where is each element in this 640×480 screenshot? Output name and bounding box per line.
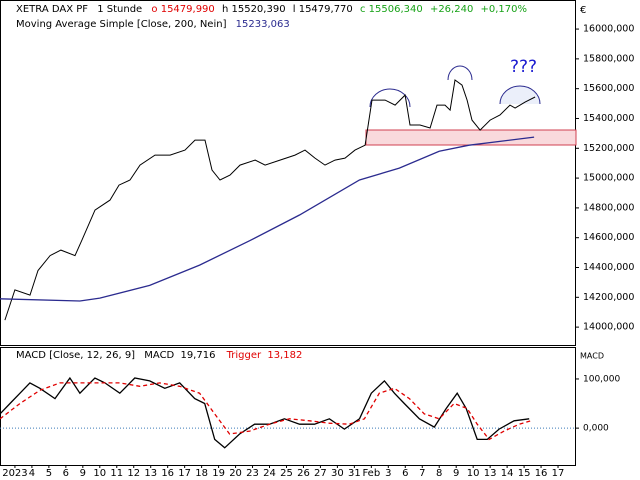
trigger-name: Trigger (226, 350, 262, 361)
y-tick-label: 15800,000 (583, 53, 634, 64)
x-tick-label: 3 (385, 468, 391, 479)
x-tick-label: 17 (552, 468, 565, 479)
symbol: XETRA DAX PF (16, 4, 88, 15)
x-tick-label: 7 (419, 468, 425, 479)
x-tick-label: 17 (178, 468, 191, 479)
high: h 15520,390 (222, 4, 286, 15)
x-tick-label: 15 (518, 468, 531, 479)
x-tick-label: 30 (331, 468, 344, 479)
x-tick-label: 27 (314, 468, 327, 479)
macd-frame (0, 347, 576, 466)
y-tick-label: 15400,000 (583, 113, 634, 124)
macd-value: 19,716 (180, 350, 215, 361)
y-tick-label: 14400,000 (583, 262, 634, 273)
series-line (0, 376, 530, 449)
y-tick-label: 14600,000 (583, 232, 634, 243)
y-tick-label: 15600,000 (583, 83, 634, 94)
x-tick-label: 23 (246, 468, 259, 479)
y-tick-label: 14800,000 (583, 202, 634, 213)
x-tick-label: 31 (348, 468, 361, 479)
macd-title: MACD [Close, 12, 26, 9] (16, 350, 135, 361)
open: o 15479,990 (151, 4, 214, 15)
x-tick-label: 25 (280, 468, 293, 479)
x-tick-label: 10 (93, 468, 106, 479)
series-line (0, 382, 532, 441)
axis-unit: MACD (580, 352, 604, 361)
y-tick-label: 14000,000 (583, 322, 634, 333)
x-tick-label: 13 (484, 468, 497, 479)
support-zone (365, 129, 577, 146)
x-tick-label: 4 (29, 468, 35, 479)
macd-name: MACD (144, 350, 174, 361)
x-tick-label: 10 (467, 468, 480, 479)
x-tick-label: 12 (127, 468, 140, 479)
x-tick-label: 26 (297, 468, 310, 479)
change: +26,240 (430, 4, 473, 15)
x-tick-label: Feb (362, 468, 380, 479)
x-tick-label: 19 (212, 468, 225, 479)
series-line (0, 136, 535, 302)
annotation: ??? (510, 57, 537, 77)
x-tick-label: 6 (63, 468, 69, 479)
macd-legend: MACD [Close, 12, 26, 9] MACD 19,716 Trig… (16, 350, 302, 361)
y-tick-label: 15000,000 (583, 173, 634, 184)
header: XETRA DAX PF 1 Stunde o 15479,990 h 1552… (16, 4, 527, 15)
x-tick-label: 13 (144, 468, 157, 479)
x-tick-label: 6 (402, 468, 408, 479)
y-tick-label: 16000,000 (583, 24, 634, 35)
y-tick-label: 0,000 (583, 424, 609, 434)
x-tick-label: 9 (453, 468, 459, 479)
x-tick-label: 18 (195, 468, 208, 479)
head-arc (447, 65, 473, 81)
ma-legend: Moving Average Simple [Close, 200, Nein]… (16, 19, 290, 30)
ma-name: Moving Average Simple [Close, 200, Nein] (16, 19, 227, 30)
x-tick-label: 16 (161, 468, 174, 479)
ma-value: 15233,063 (236, 19, 290, 30)
y-tick-label: 15200,000 (583, 143, 634, 154)
x-tick-label: 20 (229, 468, 242, 479)
y-tick-label: 14200,000 (583, 292, 634, 303)
change-percent: +0,170% (481, 4, 528, 15)
x-tick-label: 8 (436, 468, 442, 479)
interval: 1 Stunde (97, 4, 142, 15)
close: c 15506,340 (360, 4, 423, 15)
trigger-value: 13,182 (267, 350, 302, 361)
price-frame (0, 0, 576, 346)
y-tick-label: 100,000 (583, 374, 620, 384)
x-tick-label: 5 (46, 468, 52, 479)
x-tick-label: 2023 (2, 468, 27, 479)
series-line (4, 79, 536, 321)
axis-unit: € (580, 5, 586, 16)
x-tick-label: 24 (263, 468, 276, 479)
x-tick-label: 9 (80, 468, 86, 479)
x-tick-label: 16 (535, 468, 548, 479)
low: l 15479,770 (293, 4, 353, 15)
x-tick-label: 11 (110, 468, 123, 479)
x-tick-label: 14 (501, 468, 514, 479)
